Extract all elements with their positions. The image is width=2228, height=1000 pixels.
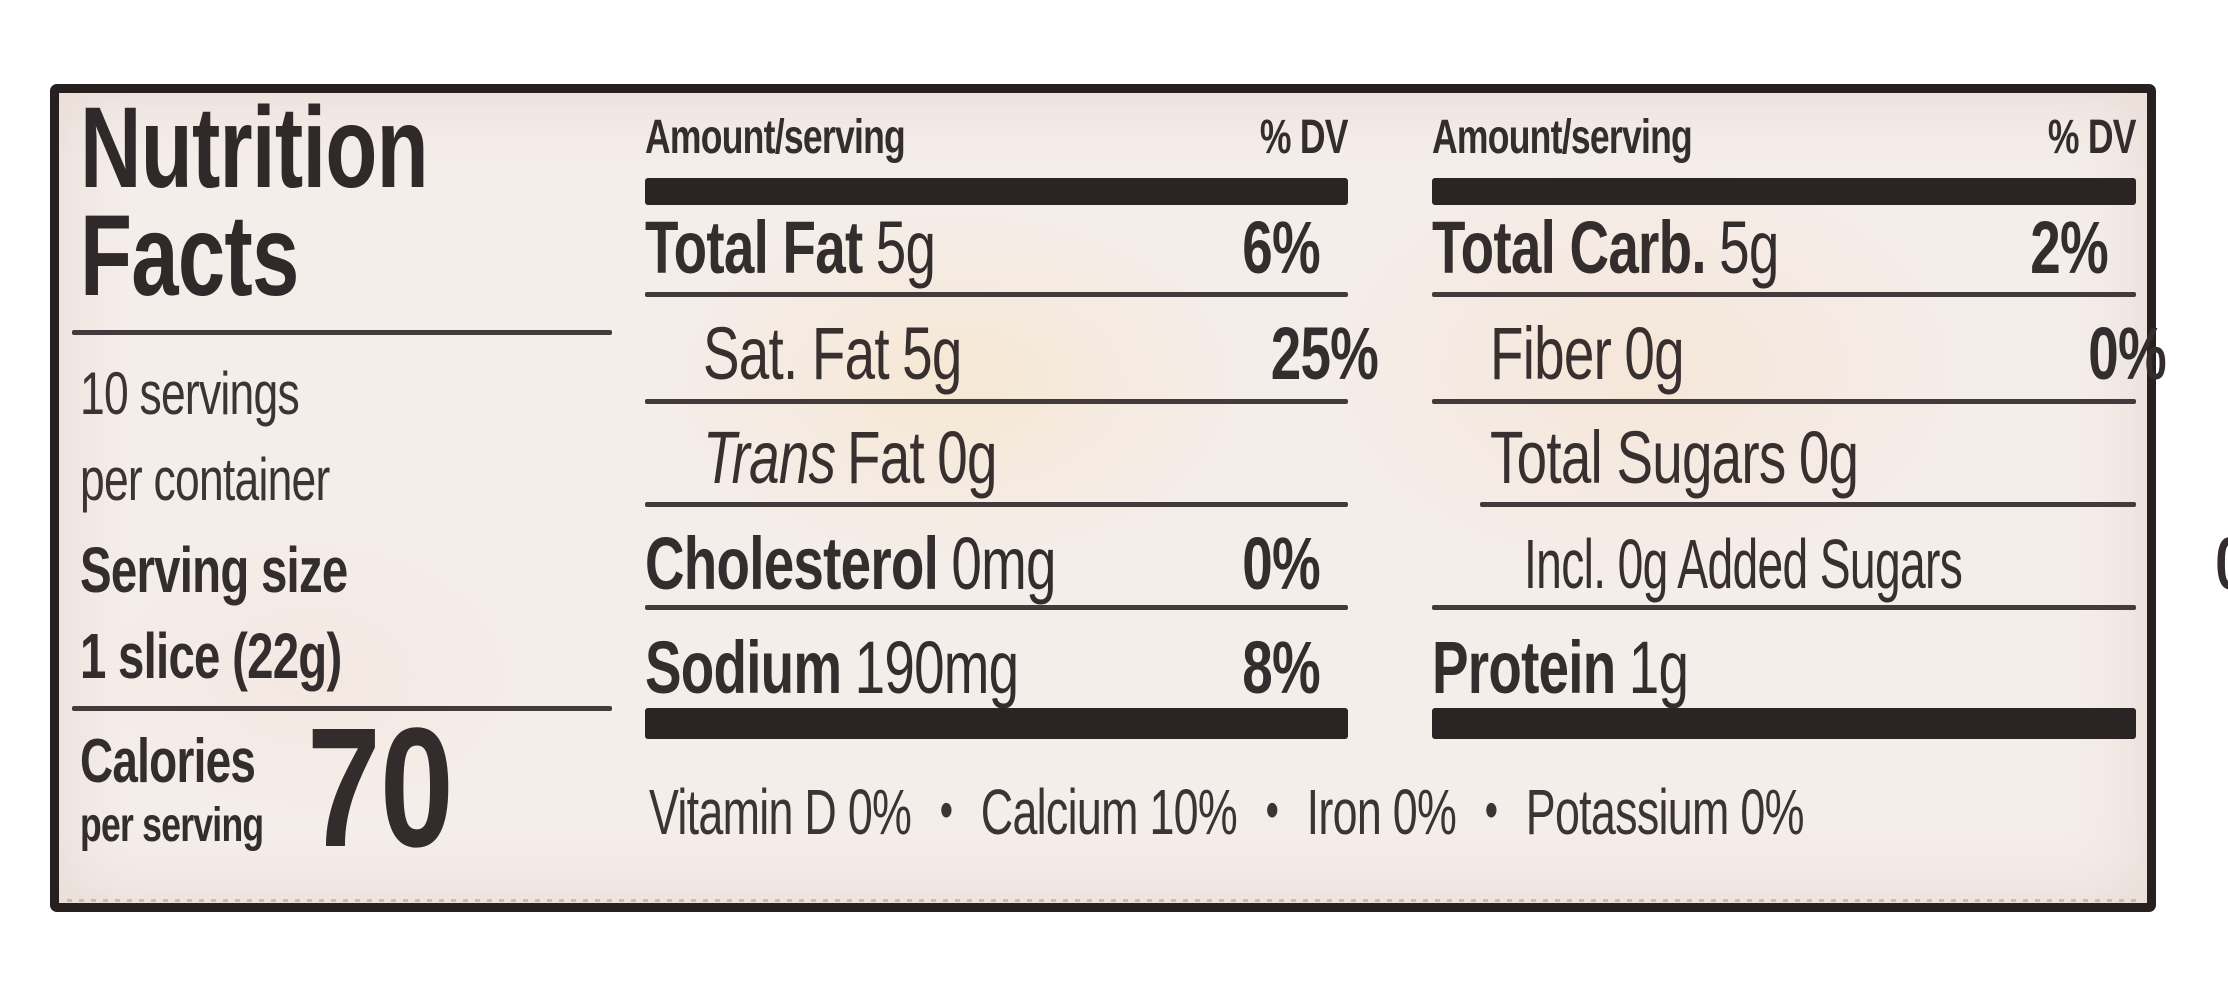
row-sat-fat: Sat. Fat 5g 25%	[703, 312, 1379, 395]
micronutrients-line: Vitamin D 0% • Calcium 10% • Iron 0% • P…	[649, 775, 1821, 847]
col1-header-amount: Amount/serving	[645, 111, 906, 164]
col2-divider-4	[1432, 605, 2136, 610]
nutrition-facts-label: Nutrition Facts 10 servings per containe…	[50, 84, 2228, 912]
col2-divider-3-inset	[1480, 502, 2136, 507]
row-total-carb: Total Carb. 5g 2%	[1432, 206, 2109, 289]
servings-per-container-line2: per container	[80, 446, 330, 513]
col2-header-dv: % DV	[2048, 111, 2137, 164]
col1-divider-4	[645, 605, 1348, 610]
calories-label: Calories	[80, 727, 256, 796]
col1-header: Amount/serving % DV	[645, 111, 1349, 164]
row-added-sugars: Incl. 0g Added Sugars 0%	[1524, 524, 2228, 604]
micronutrient-calcium: Calcium 10%	[980, 776, 1238, 848]
col2-header-amount: Amount/serving	[1432, 111, 1693, 164]
serving-size-label: Serving size	[80, 534, 348, 606]
serving-size-value: 1 slice (22g)	[80, 620, 342, 692]
bullet-separator: •	[939, 780, 953, 840]
calories-value: 70	[307, 693, 454, 883]
micronutrient-iron: Iron 0%	[1306, 776, 1457, 848]
label-title-line1: Nutrition	[80, 84, 429, 212]
row-total-fat: Total Fat 5g 6%	[645, 206, 1321, 289]
col2-divider-2	[1432, 399, 2136, 404]
bullet-separator: •	[1265, 780, 1279, 840]
left-divider-bottom	[72, 706, 612, 711]
row-fiber: Fiber 0g 0%	[1490, 312, 2167, 395]
col1-header-dv: % DV	[1260, 111, 1349, 164]
col1-divider-1	[645, 292, 1348, 297]
servings-per-container-line1: 10 servings	[80, 360, 300, 427]
micronutrient-vitamin-d: Vitamin D 0%	[649, 776, 912, 848]
row-cholesterol: Cholesterol 0mg 0%	[645, 522, 1321, 605]
col2-divider-1	[1432, 292, 2136, 297]
col2-bottom-bar	[1432, 708, 2136, 739]
label-title-line2: Facts	[80, 192, 299, 320]
calories-sublabel: per serving	[80, 799, 264, 852]
row-protein: Protein 1g	[1432, 626, 1689, 709]
col2-header: Amount/serving % DV	[1432, 111, 2137, 164]
row-total-sugars: Total Sugars 0g	[1490, 416, 1859, 499]
row-sodium: Sodium 190mg 8%	[645, 626, 1321, 709]
row-trans-fat: Trans Fat 0g	[703, 416, 997, 499]
col1-top-bar	[645, 178, 1348, 205]
micronutrient-potassium: Potassium 0%	[1525, 776, 1805, 848]
col2-top-bar	[1432, 178, 2136, 205]
col1-divider-3	[645, 502, 1348, 507]
col1-bottom-bar	[645, 708, 1348, 739]
bullet-separator: •	[1484, 780, 1498, 840]
col1-divider-2	[645, 399, 1348, 404]
left-divider-top	[72, 330, 612, 335]
